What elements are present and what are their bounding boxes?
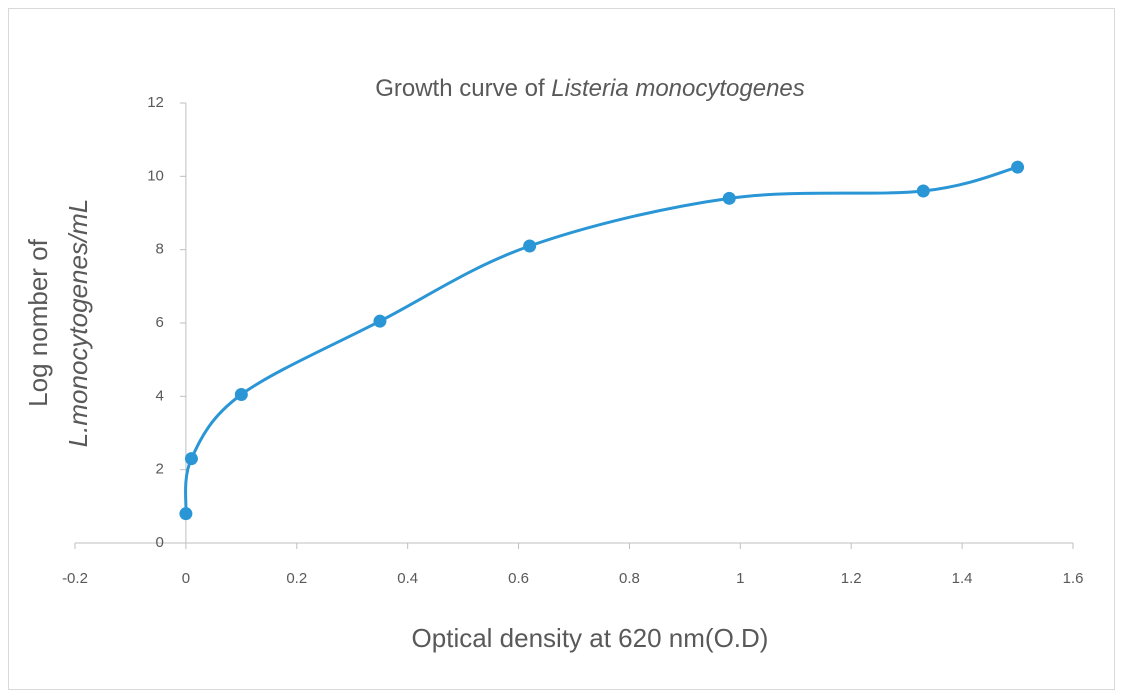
x-axis-title: Optical density at 620 nm(O.D): [412, 623, 769, 653]
data-point: [722, 191, 736, 205]
chart-frame: [8, 8, 1115, 690]
y-tick-label: 0: [156, 534, 164, 551]
y-tick-label: 8: [156, 241, 164, 258]
x-tick-label: -0.2: [62, 570, 88, 587]
x-tick-label: 1: [736, 570, 744, 587]
data-point: [523, 239, 537, 253]
chart-title: Growth curve of Listeria monocytogenes: [375, 75, 805, 102]
x-tick-label: 1.4: [952, 570, 973, 587]
x-tick-label: 0.8: [619, 570, 640, 587]
x-tick-label: 1.6: [1063, 570, 1084, 587]
y-axis-title: L.monocytogenes/mL: [63, 199, 93, 448]
x-tick-label: 0: [182, 570, 190, 587]
data-point: [1011, 160, 1025, 174]
data-point: [184, 452, 198, 466]
x-tick-label: 0.4: [397, 570, 418, 587]
y-tick-label: 12: [147, 94, 164, 111]
title-part: Growth curve of: [375, 75, 545, 102]
y-tick-label: 4: [156, 387, 164, 404]
x-tick-label: 0.2: [286, 570, 307, 587]
data-point: [916, 184, 930, 198]
y-axis-title: Log nomber of: [23, 238, 53, 406]
y-tick-label: 2: [156, 461, 164, 478]
y-tick-label: 6: [156, 314, 164, 331]
data-point: [373, 314, 387, 328]
data-point: [179, 507, 193, 521]
title-part: Listeria monocytogenes: [551, 75, 804, 102]
x-tick-label: 0.6: [508, 570, 529, 587]
data-point: [234, 388, 248, 401]
x-tick-label: 1.2: [841, 570, 862, 587]
series-line: [184, 165, 1018, 514]
y-tick-label: 10: [147, 167, 164, 184]
